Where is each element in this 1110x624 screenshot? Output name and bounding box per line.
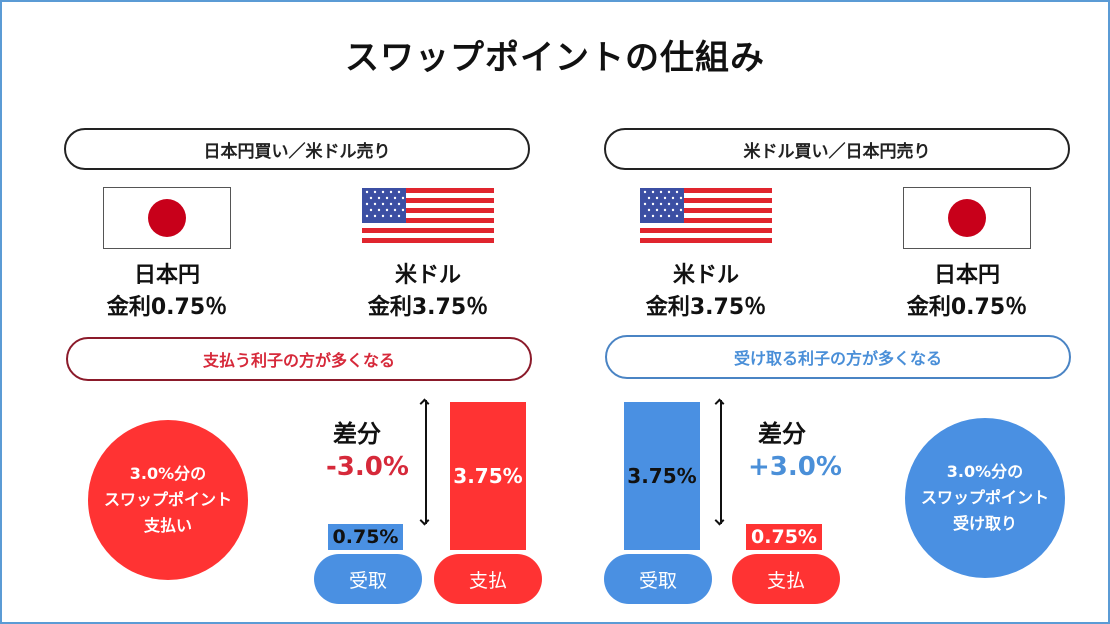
right-receive-button: 受取 — [604, 554, 712, 604]
right-currency-jpy: 日本円 金利0.75％ — [867, 260, 1067, 324]
left-swap-pay-circle: 3.0%分の スワップポイント 支払い — [88, 420, 248, 580]
circle-line: 3.0%分の — [129, 464, 207, 483]
circle-line: スワップポイント — [920, 488, 1049, 507]
currency-rate: 金利0.75％ — [106, 295, 228, 320]
left-big-bar: 3.75% — [450, 402, 526, 550]
currency-rate: 金利3.75％ — [645, 295, 767, 320]
us-flag-icon — [640, 188, 772, 250]
left-pay-button: 支払 — [434, 554, 542, 604]
right-header-pill: 米ドル買い／日本円売り — [604, 128, 1070, 170]
double-arrow-icon — [425, 400, 427, 524]
currency-rate: 金利3.75％ — [367, 295, 489, 320]
left-currency-jpy: 日本円 金利0.75％ — [67, 260, 267, 324]
right-small-bar-label: 0.75% — [746, 524, 822, 550]
right-pay-button: 支払 — [732, 554, 840, 604]
right-swap-receive-circle: 3.0%分の スワップポイント 受け取り — [905, 418, 1065, 578]
circle-line: 受け取り — [952, 514, 1017, 533]
currency-name: 米ドル — [394, 263, 461, 288]
right-diff-label: 差分 — [758, 420, 806, 448]
currency-name: 米ドル — [672, 263, 739, 288]
left-currency-usd: 米ドル 金利3.75％ — [328, 260, 528, 324]
double-arrow-icon — [720, 400, 722, 524]
circle-line: スワップポイント — [103, 490, 232, 509]
left-header-pill: 日本円買い／米ドル売り — [64, 128, 530, 170]
currency-rate: 金利0.75％ — [906, 295, 1028, 320]
circle-line: 3.0%分の — [946, 462, 1024, 481]
right-currency-usd: 米ドル 金利3.75％ — [606, 260, 806, 324]
left-message-pill: 支払う利子の方が多くなる — [66, 337, 532, 381]
us-flag-icon — [362, 188, 494, 250]
left-small-bar-label: 0.75% — [328, 524, 403, 550]
right-big-bar: 3.75% — [624, 402, 700, 550]
currency-name: 日本円 — [133, 263, 200, 288]
left-diff-value: -3.0% — [326, 452, 409, 482]
right-message-pill: 受け取る利子の方が多くなる — [605, 335, 1071, 379]
left-receive-button: 受取 — [314, 554, 422, 604]
japan-flag-icon — [903, 187, 1031, 249]
currency-name: 日本円 — [933, 263, 1000, 288]
japan-flag-icon — [103, 187, 231, 249]
page-title: スワップポイントの仕組み — [345, 38, 765, 78]
left-diff-label: 差分 — [333, 420, 381, 448]
right-diff-value: +3.0% — [748, 452, 842, 482]
circle-line: 支払い — [143, 516, 192, 535]
